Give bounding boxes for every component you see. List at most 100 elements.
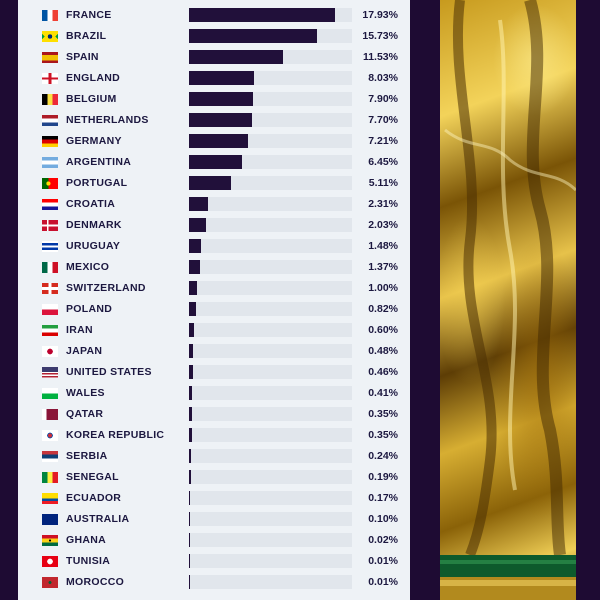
bar-track	[189, 407, 352, 421]
bar-ecuador	[189, 491, 191, 505]
bar-track	[189, 302, 352, 316]
value-label: 0.35%	[368, 429, 398, 441]
brazil-flag-icon	[42, 31, 58, 42]
bar-argentina	[189, 155, 242, 169]
bar-netherlands	[189, 113, 252, 127]
bar-morocco	[189, 575, 190, 589]
value-label: 0.82%	[368, 303, 398, 315]
bar-belgium	[189, 92, 254, 106]
category-label: QATAR	[66, 408, 104, 420]
portugal-flag-icon	[42, 178, 58, 189]
bar-track	[189, 533, 352, 547]
category-label: SWITZERLAND	[66, 282, 146, 294]
bar-spain	[189, 50, 283, 64]
bar-england	[189, 71, 255, 85]
value-label: 0.35%	[368, 408, 398, 420]
chart-row-netherlands: NETHERLANDS 7.70%	[18, 110, 410, 131]
category-label: AUSTRALIA	[66, 513, 130, 525]
category-label: KOREA REPUBLIC	[66, 429, 165, 441]
category-label: ECUADOR	[66, 492, 122, 504]
chart-row-qatar: QATAR 0.35%	[18, 404, 410, 425]
category-label: CROATIA	[66, 198, 116, 210]
bar-poland	[189, 302, 196, 316]
bar-france	[189, 8, 336, 22]
japan-flag-icon	[42, 346, 58, 357]
value-label: 2.31%	[368, 198, 398, 210]
bar-track	[189, 218, 352, 232]
bar-denmark	[189, 218, 206, 232]
france-flag-icon	[42, 10, 58, 21]
bar-track	[189, 323, 352, 337]
bar-croatia	[189, 197, 208, 211]
value-label: 15.73%	[362, 30, 398, 42]
chart-row-serbia: SERBIA 0.24%	[18, 446, 410, 467]
iran-flag-icon	[42, 325, 58, 336]
bar-australia	[189, 512, 190, 526]
bar-track	[189, 71, 352, 85]
senegal-flag-icon	[42, 472, 58, 483]
value-label: 0.19%	[368, 471, 398, 483]
chart-row-korea-republic: KOREA REPUBLIC 0.35%	[18, 425, 410, 446]
chart-row-portugal: PORTUGAL 5.11%	[18, 173, 410, 194]
value-label: 0.48%	[368, 345, 398, 357]
category-label: POLAND	[66, 303, 113, 315]
ranking-chart-panel: FRANCE 17.93% BRAZIL 15.73% SPAIN 11.53% ENGLA…	[18, 0, 410, 600]
value-label: 0.10%	[368, 513, 398, 525]
bar-track	[189, 428, 352, 442]
spain-flag-icon	[42, 52, 58, 63]
netherlands-flag-icon	[42, 115, 58, 126]
category-label: URUGUAY	[66, 240, 121, 252]
value-label: 1.48%	[368, 240, 398, 252]
bar-switzerland	[189, 281, 198, 295]
bar-track	[189, 554, 352, 568]
chart-row-iran: IRAN 0.60%	[18, 320, 410, 341]
chart-row-mexico: MEXICO 1.37%	[18, 257, 410, 278]
bar-uruguay	[189, 239, 202, 253]
argentina-flag-icon	[42, 157, 58, 168]
england-flag-icon	[42, 73, 58, 84]
bar-track	[189, 134, 352, 148]
chart-row-argentina: ARGENTINA 6.45%	[18, 152, 410, 173]
uruguay-flag-icon	[42, 241, 58, 252]
chart-row-germany: GERMANY 7.21%	[18, 131, 410, 152]
bar-track	[189, 449, 352, 463]
chart-row-ghana: GHANA 0.02%	[18, 530, 410, 551]
category-label: SENEGAL	[66, 471, 119, 483]
chart-row-tunisia: TUNISIA 0.01%	[18, 551, 410, 572]
bar-qatar	[189, 407, 192, 421]
bar-brazil	[189, 29, 318, 43]
value-label: 11.53%	[362, 51, 398, 63]
poland-flag-icon	[42, 304, 58, 315]
category-label: IRAN	[66, 324, 93, 336]
bar-wales	[189, 386, 193, 400]
mexico-flag-icon	[42, 262, 58, 273]
bar-united-states	[189, 365, 193, 379]
value-label: 2.03%	[368, 219, 398, 231]
category-label: GERMANY	[66, 135, 122, 147]
qatar-flag-icon	[42, 409, 58, 420]
value-label: 0.46%	[368, 366, 398, 378]
trophy-detail-graphic	[440, 0, 576, 600]
category-label: MOROCCO	[66, 576, 125, 588]
korea-republic-flag-icon	[42, 430, 58, 441]
bar-track	[189, 344, 352, 358]
value-label: 0.60%	[368, 324, 398, 336]
value-label: 7.21%	[368, 135, 398, 147]
bar-track	[189, 470, 352, 484]
chart-row-poland: POLAND 0.82%	[18, 299, 410, 320]
bar-senegal	[189, 470, 191, 484]
category-label: SPAIN	[66, 51, 99, 63]
category-label: GHANA	[66, 534, 106, 546]
value-label: 0.41%	[368, 387, 398, 399]
bar-track	[189, 29, 352, 43]
value-label: 0.01%	[368, 576, 398, 588]
value-label: 8.03%	[368, 72, 398, 84]
bar-track	[189, 92, 352, 106]
germany-flag-icon	[42, 136, 58, 147]
bar-track	[189, 197, 352, 211]
bar-iran	[189, 323, 194, 337]
chart-row-brazil: BRAZIL 15.73%	[18, 26, 410, 47]
denmark-flag-icon	[42, 220, 58, 231]
bar-track	[189, 260, 352, 274]
chart-row-united-states: UNITED STATES 0.46%	[18, 362, 410, 383]
